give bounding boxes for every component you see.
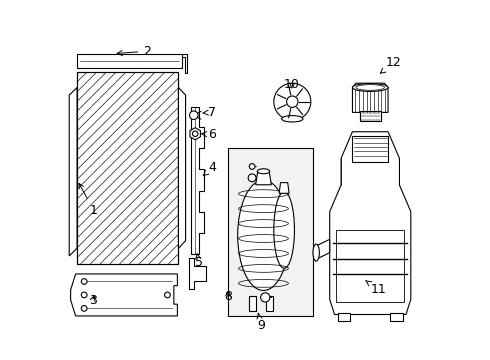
Bar [77, 72, 178, 264]
Polygon shape [189, 258, 206, 289]
Polygon shape [316, 239, 330, 259]
Polygon shape [191, 107, 204, 254]
Polygon shape [352, 83, 388, 112]
Circle shape [81, 279, 87, 284]
Polygon shape [69, 87, 77, 256]
Circle shape [287, 96, 298, 107]
Text: 6: 6 [201, 128, 216, 141]
Circle shape [249, 164, 255, 169]
Text: 12: 12 [380, 56, 402, 73]
Circle shape [190, 111, 198, 120]
Text: 8: 8 [224, 290, 232, 303]
Circle shape [274, 83, 311, 120]
Bar [249, 296, 256, 311]
Text: 4: 4 [203, 161, 216, 176]
Bar [338, 313, 350, 321]
Circle shape [81, 292, 87, 298]
Bar [360, 111, 381, 121]
Text: 1: 1 [79, 183, 98, 217]
Text: 3: 3 [89, 294, 97, 307]
Bar [390, 313, 403, 321]
Ellipse shape [282, 116, 303, 122]
Bar [336, 230, 404, 302]
Polygon shape [330, 132, 411, 315]
Ellipse shape [274, 192, 294, 268]
Bar [267, 296, 273, 311]
Text: 10: 10 [284, 78, 300, 91]
Polygon shape [182, 54, 187, 73]
Polygon shape [71, 274, 177, 316]
Bar [77, 54, 182, 68]
Text: 9: 9 [257, 313, 265, 332]
Circle shape [248, 174, 256, 182]
Bar [228, 148, 313, 316]
Polygon shape [190, 128, 200, 140]
Text: 11: 11 [366, 280, 386, 296]
Bar [352, 136, 388, 162]
Polygon shape [279, 183, 289, 193]
Ellipse shape [257, 169, 270, 174]
Circle shape [81, 306, 87, 311]
Ellipse shape [238, 180, 289, 291]
Ellipse shape [313, 244, 319, 261]
Circle shape [261, 293, 270, 302]
Polygon shape [178, 87, 186, 248]
Bar [77, 72, 178, 264]
Circle shape [165, 292, 171, 298]
Text: 2: 2 [117, 45, 151, 58]
Text: 5: 5 [195, 253, 203, 269]
Circle shape [193, 131, 198, 136]
Polygon shape [256, 171, 271, 185]
Text: 7: 7 [203, 106, 216, 119]
Ellipse shape [352, 84, 388, 91]
